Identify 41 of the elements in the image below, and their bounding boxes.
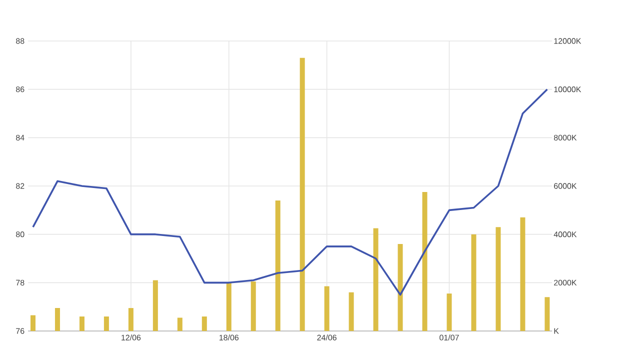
bar	[348, 292, 354, 331]
bar	[471, 234, 476, 331]
x-tick-label: 01/07	[440, 334, 459, 340]
bar	[226, 282, 232, 331]
bar	[422, 192, 428, 331]
bar	[79, 316, 84, 331]
bar	[373, 228, 378, 331]
bar	[152, 280, 158, 331]
y2-tick-label: 12000K	[554, 38, 582, 44]
bar	[128, 308, 134, 331]
bar	[202, 316, 207, 331]
y-tick-label: 78	[16, 280, 24, 286]
y-tick-label: 86	[16, 86, 24, 92]
bar	[398, 244, 403, 331]
y2-tick-label: 4000K	[554, 232, 577, 238]
x-tick-label: 24/06	[317, 334, 336, 340]
bar	[446, 294, 452, 331]
bar	[30, 315, 36, 331]
x-tick-label: 18/06	[219, 334, 239, 340]
y-tick-label: 88	[16, 38, 24, 44]
bar	[544, 297, 550, 331]
bar	[496, 227, 501, 331]
y-tick-label: 76	[16, 328, 24, 334]
bar	[177, 318, 182, 331]
y-tick-label: 84	[16, 134, 24, 140]
bar	[250, 281, 256, 331]
bar	[54, 308, 60, 331]
y2-tick-label: 2000K	[554, 280, 577, 286]
x-tick-label: 12/06	[122, 334, 141, 340]
bar	[520, 217, 526, 331]
y2-tick-label: 6000K	[554, 183, 577, 189]
y2-tick-label: 8000K	[554, 134, 577, 140]
bar	[104, 316, 109, 331]
y2-tick-label: 10000K	[554, 86, 582, 92]
line-series	[32, 88, 548, 296]
y-tick-label: 80	[16, 232, 24, 238]
y-tick-label: 82	[16, 183, 24, 189]
bar	[324, 286, 330, 331]
bar	[300, 58, 305, 331]
y2-tick-label: K	[554, 328, 559, 334]
bar	[275, 200, 280, 331]
